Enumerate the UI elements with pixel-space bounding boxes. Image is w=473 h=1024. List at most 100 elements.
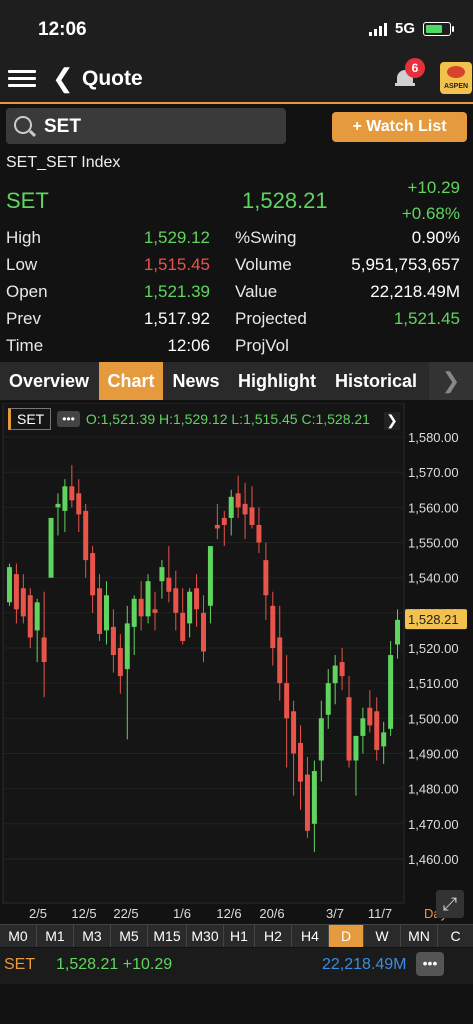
tab-chart[interactable]: Chart xyxy=(99,362,163,400)
y-tick-label: 1,520.00 xyxy=(408,641,459,656)
price-chart[interactable]: 1,580.00 1,570.00 1,560.00 1,550.00 1,540.00… xyxy=(0,403,473,923)
tab-highlight[interactable]: Highlight xyxy=(238,371,316,391)
symbol-search-input[interactable]: SET xyxy=(6,108,286,144)
stat-label: Prev xyxy=(6,309,41,328)
candle-body xyxy=(201,612,206,652)
stat-value: 1,515.45 xyxy=(143,255,210,274)
more-options-icon[interactable]: ••• xyxy=(57,411,80,427)
stats-row-prev: Prev 1,517.92 Projected 1,521.45 xyxy=(0,309,473,335)
stats-row-low: Low 1,515.45 Volume 5,951,753,657 xyxy=(0,255,473,281)
hamburger-menu-icon[interactable] xyxy=(8,66,36,92)
chart-symbol-tag[interactable]: SET xyxy=(8,408,52,430)
status-indicators: 5G xyxy=(368,20,454,37)
timeframe-mn[interactable]: MN xyxy=(401,925,438,947)
candle-body xyxy=(298,742,304,782)
logo-text: ASPEN xyxy=(443,83,469,90)
status-time: 12:06 xyxy=(38,19,87,40)
footer-more-icon[interactable]: ••• xyxy=(416,952,444,976)
candle-body xyxy=(311,771,317,824)
stat-label: Projected xyxy=(235,309,307,328)
candle-body xyxy=(395,619,401,645)
stat-value: 12:06 xyxy=(167,336,210,355)
stat-value: 1,521.45 xyxy=(393,309,460,328)
ohlc-arrow-icon[interactable]: ❯ xyxy=(384,412,400,430)
candle-body xyxy=(242,503,248,515)
network-type: 5G xyxy=(394,20,415,37)
tab-scroll-right-icon[interactable]: ❯ xyxy=(429,362,473,400)
candle-body xyxy=(207,546,213,606)
stat-value: 1,517.92 xyxy=(143,309,210,328)
timeframe-m30[interactable]: M30 xyxy=(187,925,224,947)
y-tick-label: 1,470.00 xyxy=(408,817,459,832)
candle-body xyxy=(388,655,394,729)
timeframe-m5[interactable]: M5 xyxy=(111,925,148,947)
timeframe-w[interactable]: W xyxy=(364,925,401,947)
candle-body xyxy=(117,648,123,677)
aspen-logo[interactable]: ASPEN xyxy=(440,62,472,94)
timeframe-m3[interactable]: M3 xyxy=(74,925,111,947)
footer-value: 22,218.49M xyxy=(322,956,407,973)
candle-body xyxy=(131,598,137,627)
y-tick-label: 1,460.00 xyxy=(408,852,459,867)
candle-body xyxy=(152,609,158,613)
fullscreen-icon[interactable]: ⤢ xyxy=(436,890,464,918)
candle-body xyxy=(367,707,373,726)
ohlc-legend: SET ••• O:1,521.39 H:1,529.12 L:1,515.45… xyxy=(8,408,370,430)
security-full-name: SET_SET Index xyxy=(6,154,121,171)
tab-overview[interactable]: Overview xyxy=(8,371,90,391)
candle-body xyxy=(270,605,276,648)
timeframe-h2[interactable]: H2 xyxy=(255,925,292,947)
candle-body xyxy=(97,588,103,634)
y-tick-label: 1,540.00 xyxy=(408,571,459,586)
x-tick-label: 12/6 xyxy=(216,906,241,921)
search-value: SET xyxy=(44,116,81,137)
candle-body xyxy=(256,524,262,543)
stat-value: 0.90% xyxy=(411,228,460,247)
timeframe-d[interactable]: D xyxy=(329,925,364,947)
footer-symbol[interactable]: SET xyxy=(4,956,36,973)
timeframe-m1[interactable]: M1 xyxy=(37,925,74,947)
y-tick-label: 1,580.00 xyxy=(408,430,459,445)
x-tick-label: 22/5 xyxy=(113,906,138,921)
candle-body xyxy=(138,598,144,617)
last-price-tag xyxy=(405,609,467,630)
timeframe-h4[interactable]: H4 xyxy=(292,925,329,947)
candle-body xyxy=(48,517,54,578)
footer-ticker: SET 1,528.21 +10.29 22,218.49M ••• xyxy=(0,948,473,984)
tab-historical[interactable]: Historical xyxy=(334,371,418,391)
quote-symbol: SET xyxy=(6,188,49,213)
candle-body xyxy=(353,735,359,761)
timeframe-c[interactable]: C xyxy=(450,928,461,944)
candle-body xyxy=(90,553,96,596)
x-tick-label: 20/6 xyxy=(259,906,284,921)
candle-body xyxy=(214,524,220,529)
candle-body xyxy=(110,626,116,656)
quote-tabs: Overview Chart News Highlight Historical… xyxy=(0,362,473,400)
stat-label: Volume xyxy=(235,255,292,274)
candle-body xyxy=(228,496,234,518)
stats-row-time: Time 12:06 ProjVol xyxy=(0,336,473,362)
candle-body xyxy=(325,683,331,715)
back-chevron-icon[interactable]: ❮ xyxy=(52,63,74,93)
notification-badge: 6 xyxy=(405,58,425,78)
candle-body xyxy=(187,591,193,624)
candle-body xyxy=(381,732,387,747)
timeframe-m15[interactable]: M15 xyxy=(148,925,187,947)
candle-body xyxy=(291,711,297,754)
price-change: +10.29 xyxy=(407,178,460,197)
tab-news[interactable]: News xyxy=(172,371,220,391)
stat-label: %Swing xyxy=(235,228,297,247)
add-watch-list-button[interactable]: + Watch List xyxy=(332,112,467,142)
stat-value: 1,521.39 xyxy=(143,282,210,301)
stat-label: Value xyxy=(235,282,278,301)
candle-body xyxy=(180,612,186,641)
candle-body xyxy=(6,567,12,603)
stats-row-open: Open 1,521.39 Value 22,218.49M xyxy=(0,282,473,308)
candle-body xyxy=(339,662,345,677)
search-row: SET + Watch List xyxy=(0,104,473,154)
timeframe-h1[interactable]: H1 xyxy=(224,925,255,947)
y-tick-label: 1,560.00 xyxy=(408,500,459,515)
stats-row-high: High 1,529.12 %Swing 0.90% xyxy=(0,228,473,254)
timeframe-m0[interactable]: M0 xyxy=(0,925,37,947)
candle-body xyxy=(173,588,179,613)
